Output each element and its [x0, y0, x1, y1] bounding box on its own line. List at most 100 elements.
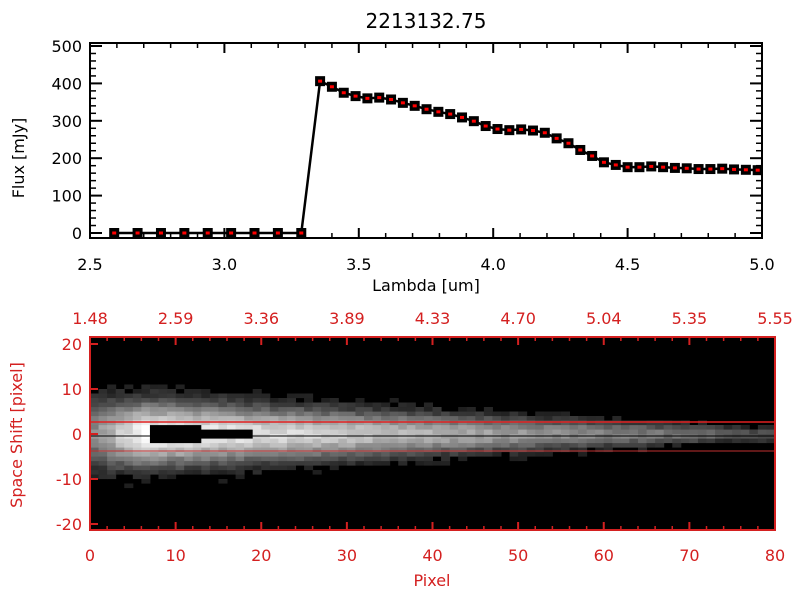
image-pixel [98, 461, 108, 466]
image-pixel [192, 407, 202, 412]
image-pixel [603, 420, 613, 426]
image-pixel [167, 438, 177, 444]
image-pixel [415, 429, 425, 435]
image-pixel [518, 416, 528, 421]
image-pixel [132, 407, 142, 412]
image-pixel [167, 461, 177, 466]
image-pixel [235, 402, 245, 408]
image-pixel [158, 384, 168, 390]
image-pixel [329, 429, 339, 435]
image-pixel [329, 420, 339, 426]
image-pixel [132, 402, 142, 408]
image-pixel [389, 425, 399, 430]
image-pixel [715, 425, 725, 430]
image-pixel [235, 429, 245, 435]
image-pixel [295, 461, 305, 466]
image-pixel [244, 447, 254, 453]
image-pixel [184, 470, 194, 475]
image-pixel [227, 452, 237, 457]
image-pixel [715, 438, 725, 444]
image-pixel [672, 443, 682, 448]
image-pixel [689, 425, 699, 430]
image-pixel [115, 398, 125, 403]
image-pixel [629, 443, 639, 448]
image-pixel [235, 420, 245, 426]
image-pixel [458, 416, 468, 421]
image-pixel [244, 425, 254, 430]
image-pixel [269, 420, 279, 426]
image-pixel [355, 402, 365, 408]
image-pixel [398, 425, 408, 430]
image-pixel [209, 429, 219, 435]
image-pixel [124, 483, 134, 489]
image-pixel [586, 438, 596, 444]
image-pixel [372, 443, 382, 448]
image-pixel [492, 425, 502, 430]
image-pixel [209, 443, 219, 448]
image-pixel [209, 420, 219, 426]
image-pixel [295, 407, 305, 412]
x-tick-label: 3.0 [212, 255, 237, 274]
image-pixel [338, 461, 348, 466]
image-pixel [244, 452, 254, 457]
image-pixel [321, 411, 331, 417]
image-pixel [201, 456, 211, 462]
image-pixel [184, 398, 194, 403]
image-pixel [578, 425, 588, 430]
image-pixel [141, 447, 151, 453]
image-pixel [389, 438, 399, 444]
image-pixel [526, 438, 536, 444]
image-pixel [227, 398, 237, 403]
image-pixel [483, 447, 493, 453]
image-pixel [115, 407, 125, 412]
image-pixel [749, 429, 759, 435]
x-tick-label: 30 [337, 546, 357, 565]
image-pixel [261, 465, 271, 471]
image-pixel [227, 425, 237, 430]
image-pixel [501, 416, 511, 421]
image-pixel [680, 425, 690, 430]
image-pixel [620, 438, 630, 444]
image-pixel [423, 429, 433, 435]
image-pixel [329, 443, 339, 448]
data-point-errorbar [252, 231, 257, 235]
image-pixel [98, 429, 108, 435]
image-pixel [475, 443, 485, 448]
image-pixel [492, 411, 502, 417]
image-pixel [107, 402, 117, 408]
image-pixel [723, 425, 733, 430]
image-pixel [406, 429, 416, 435]
image-pixel [201, 443, 211, 448]
image-pixel [432, 447, 442, 453]
image-pixel [107, 474, 117, 480]
image-pixel [107, 425, 117, 430]
image-pixel [141, 461, 151, 466]
image-pixel [475, 425, 485, 430]
image-pixel [458, 411, 468, 417]
image-pixel [244, 465, 254, 471]
image-pixel [638, 420, 648, 426]
image-pixel [355, 429, 365, 435]
image-pixel [295, 443, 305, 448]
data-point-errorbar [436, 110, 441, 114]
image-pixel [586, 425, 596, 430]
image-pixel [209, 465, 219, 471]
data-point-errorbar [590, 154, 595, 158]
image-pixel [184, 411, 194, 417]
image-pixel [149, 438, 159, 444]
image-pixel [90, 420, 100, 426]
image-pixel [526, 416, 536, 421]
image-pixel [209, 425, 219, 430]
image-pixel [201, 411, 211, 417]
x-tick-label: 80 [765, 546, 785, 565]
image-pixel [364, 420, 374, 426]
image-pixel [90, 447, 100, 453]
image-pixel [501, 420, 511, 426]
image-pixel [355, 420, 365, 426]
image-pixel [295, 402, 305, 408]
image-pixel [406, 447, 416, 453]
image-pixel [466, 429, 476, 435]
image-pixel [141, 429, 151, 435]
image-pixel [252, 389, 262, 394]
